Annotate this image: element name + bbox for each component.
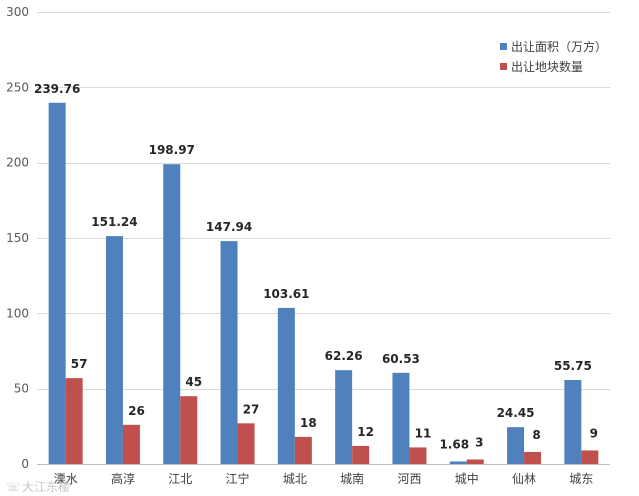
bar-count bbox=[237, 423, 255, 464]
y-tick-label: 150 bbox=[6, 231, 29, 245]
data-label: 26 bbox=[128, 404, 145, 418]
category-label: 江北 bbox=[168, 472, 192, 486]
legend-swatch bbox=[500, 43, 507, 50]
bar-area bbox=[449, 461, 467, 464]
y-tick-label: 200 bbox=[6, 156, 29, 170]
bar-count bbox=[65, 378, 83, 464]
y-tick-label: 250 bbox=[6, 80, 29, 94]
data-label: 198.97 bbox=[149, 143, 195, 157]
category-label: 城北 bbox=[283, 472, 307, 486]
data-label: 147.94 bbox=[206, 220, 252, 234]
data-label: 60.53 bbox=[382, 352, 420, 366]
data-label: 57 bbox=[71, 357, 88, 371]
x-axis-categories: 溧水 高淳 江北 江宁 城北 城南 河西 城中 仙林 城东 bbox=[54, 471, 594, 486]
category-label: 仙林 bbox=[512, 472, 536, 486]
bar-count bbox=[352, 445, 370, 464]
watermark: ☏ 大江东楼 bbox=[6, 479, 70, 494]
legend-swatch bbox=[500, 63, 507, 70]
bar-area bbox=[335, 370, 353, 464]
legend: 出让面积（万方） 出让地块数量 bbox=[500, 39, 607, 74]
data-label: 12 bbox=[357, 425, 374, 439]
data-label: 62.26 bbox=[325, 349, 363, 363]
data-label: 24.45 bbox=[497, 406, 535, 420]
data-label: 103.61 bbox=[263, 287, 309, 301]
data-label: 11 bbox=[415, 426, 432, 440]
bar-area bbox=[392, 372, 410, 464]
data-label: 55.75 bbox=[554, 359, 592, 373]
category-label: 河西 bbox=[397, 472, 421, 486]
bar-area bbox=[48, 102, 66, 464]
bar-count bbox=[294, 436, 312, 464]
bar-area bbox=[277, 307, 295, 464]
y-tick-label: 0 bbox=[21, 457, 29, 471]
data-label: 8 bbox=[532, 428, 540, 442]
data-label: 18 bbox=[300, 416, 317, 430]
bar-area bbox=[220, 241, 238, 464]
gridlines bbox=[37, 12, 610, 465]
category-label: 城东 bbox=[569, 472, 593, 486]
bars bbox=[48, 102, 599, 464]
category-label: 江宁 bbox=[226, 471, 250, 486]
data-label: 239.76 bbox=[34, 82, 80, 96]
category-label: 溧水 bbox=[54, 472, 78, 486]
legend-label: 出让面积（万方） bbox=[511, 39, 607, 54]
legend-label: 出让地块数量 bbox=[511, 59, 583, 74]
category-label: 城南 bbox=[340, 471, 364, 486]
bar-count bbox=[581, 450, 599, 464]
bar-count bbox=[180, 396, 198, 464]
y-tick-label: 100 bbox=[6, 306, 29, 320]
bar-count bbox=[524, 451, 542, 464]
bar-area bbox=[105, 236, 123, 464]
data-label: 1.68 bbox=[439, 437, 469, 451]
category-label: 城中 bbox=[455, 471, 479, 486]
y-tick-label: 50 bbox=[14, 382, 29, 396]
data-labels: 239.76 57 151.24 26 198.97 45 147.94 27 103.61 18… bbox=[34, 82, 598, 452]
bar-count bbox=[466, 459, 484, 464]
data-label: 27 bbox=[243, 402, 260, 416]
y-tick-label: 300 bbox=[6, 5, 29, 19]
bar-area bbox=[507, 427, 525, 464]
bar-count bbox=[122, 424, 140, 464]
bar-count bbox=[409, 447, 427, 464]
watermark-icon: ☏ bbox=[6, 480, 21, 494]
data-label: 151.24 bbox=[91, 215, 137, 229]
data-label: 45 bbox=[185, 375, 202, 389]
y-axis-ticks: 0 50 100 150 200 250 300 bbox=[6, 5, 29, 471]
watermark-text: 大江东楼 bbox=[22, 479, 70, 494]
data-label: 9 bbox=[590, 426, 598, 440]
data-label: 3 bbox=[475, 435, 483, 449]
bar-area bbox=[564, 380, 582, 464]
bar-area bbox=[163, 164, 181, 464]
category-label: 高淳 bbox=[111, 471, 135, 486]
